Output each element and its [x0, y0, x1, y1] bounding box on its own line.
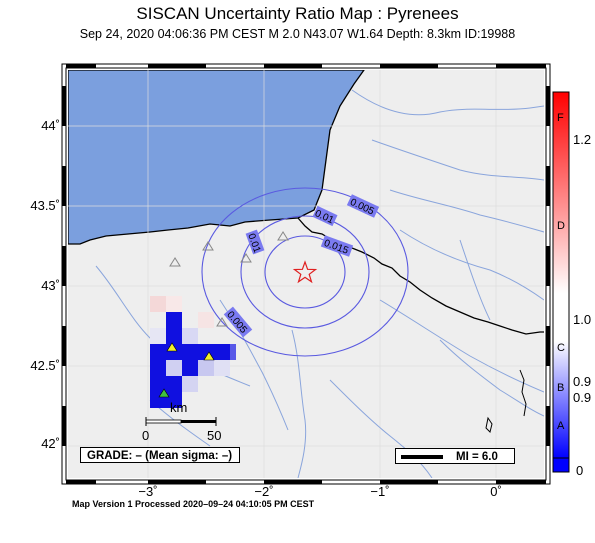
colorbar-grade: F [557, 112, 564, 124]
grade-box: GRADE: – (Mean sigma: –) [80, 447, 240, 463]
colorbar-value: 0 [576, 463, 584, 478]
station-icon [216, 317, 228, 327]
station-yellow-icon [203, 351, 215, 361]
sea-area [68, 70, 365, 245]
colorbar [552, 91, 570, 459]
lat-tick-label: 42˚ [41, 436, 60, 451]
lon-tick-label: 0˚ [490, 484, 502, 499]
scale-bar [145, 417, 217, 426]
uncertainty-contours [201, 187, 409, 357]
station-green-icon [158, 388, 170, 398]
map-frame [61, 63, 551, 485]
scale-bar-end: 50 [207, 428, 222, 443]
epicenter-star-icon [292, 260, 318, 284]
colorbar-value: 1.2 [573, 132, 592, 147]
station-yellow-icon [166, 342, 178, 352]
map-title: SISCAN Uncertainty Ratio Map : Pyrenees [136, 4, 459, 23]
colorbar-grade: C [557, 342, 565, 354]
lat-tick-label: 43.5˚ [30, 198, 60, 213]
mi-legend-bar [401, 455, 443, 459]
station-icon [169, 257, 181, 267]
station-icon [277, 231, 289, 241]
event-info: Sep 24, 2020 04:06:36 PM CEST M 2.0 N43.… [79, 27, 516, 41]
colorbar-grade: B [557, 382, 565, 394]
colorbar-grade: A [557, 420, 565, 432]
lon-tick-label: −2˚ [254, 484, 274, 499]
scale-bar-start: 0 [142, 428, 150, 443]
lon-tick-label: −3˚ [138, 484, 158, 499]
lat-tick-label: 43˚ [41, 278, 60, 293]
stations [169, 231, 289, 327]
rivers [95, 89, 544, 478]
station-icon [202, 241, 214, 251]
lon-tick-label: −1˚ [370, 484, 390, 499]
grid-lines [68, 70, 544, 478]
scale-bar-unit: km [170, 400, 188, 415]
uncertainty-grid [150, 296, 236, 408]
lat-tick-label: 42.5˚ [30, 358, 60, 373]
colorbar-value: 1.0 [573, 312, 592, 327]
colorbar-min-swatch [552, 457, 570, 473]
colorbar-grade: D [557, 220, 565, 232]
lat-tick-label: 44˚ [41, 118, 60, 133]
colorbar-value: 0.9 [573, 390, 592, 405]
processing-footer: Map Version 1 Processed 2020–09–24 04:10… [72, 499, 315, 509]
mi-legend: MI = 6.0 [395, 448, 515, 464]
station-icon [240, 253, 252, 263]
colorbar-value: 0.9 [573, 374, 592, 389]
mi-legend-text: MI = 6.0 [456, 451, 498, 463]
